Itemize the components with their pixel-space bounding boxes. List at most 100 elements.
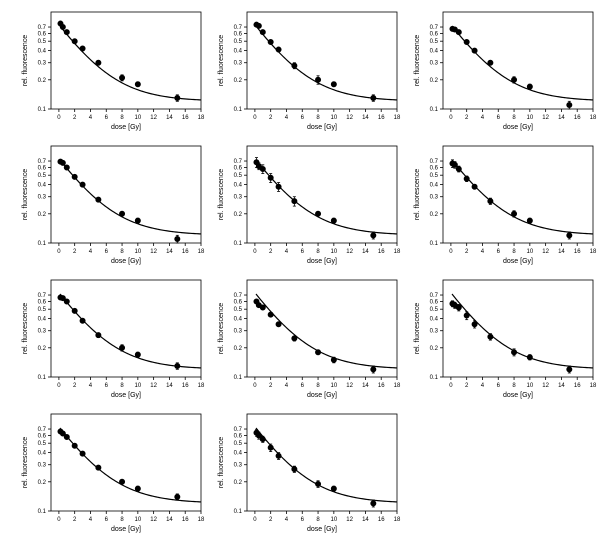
x-axis-label: dose [Gy] [111,526,141,533]
y-tick-label: 0.7 [234,293,243,299]
data-point [175,363,180,368]
y-tick-label: 0.4 [38,317,47,323]
x-tick-label: 0 [253,115,257,121]
y-tick-label: 0.4 [234,451,243,457]
y-axis-label: rel. fluorescence [218,35,225,86]
plot-frame [247,280,397,377]
y-tick-label: 0.4 [430,49,439,55]
data-point [175,494,180,499]
y-axis-label: rel. fluorescence [22,437,29,488]
x-tick-label: 16 [574,115,581,121]
x-tick-label: 0 [253,249,257,255]
data-point [276,184,281,189]
y-tick-label: 0.3 [430,61,439,67]
y-tick-label: 0.6 [234,166,243,172]
data-point [72,308,77,313]
y-tick-label: 0.1 [430,241,439,247]
data-point [96,60,101,65]
x-tick-label: 2 [465,249,469,255]
data-point [316,481,321,486]
chart-panel: 0246810121416180.10.20.30.40.50.60.7dose… [212,4,402,134]
x-axis-label: dose [Gy] [111,258,141,265]
x-tick-label: 0 [253,517,257,523]
x-tick-label: 14 [362,517,369,523]
data-point [371,95,376,100]
y-tick-label: 0.7 [38,293,47,299]
y-tick-label: 0.5 [234,441,243,447]
data-point [135,486,140,491]
data-point [512,77,517,82]
y-tick-label: 0.3 [38,463,47,469]
x-tick-label: 8 [120,115,124,121]
data-point [260,166,265,171]
x-tick-label: 2 [269,115,273,121]
y-axis-label: rel. fluorescence [218,169,225,220]
x-tick-label: 4 [285,249,289,255]
plot-frame [247,146,397,243]
x-axis-label: dose [Gy] [307,124,337,131]
data-point [316,77,321,82]
data-point [371,501,376,506]
data-point [260,305,265,310]
y-tick-label: 0.6 [38,300,47,306]
y-tick-label: 0.2 [38,480,47,486]
data-point [135,352,140,357]
panel-r1-c0: 0246810121416180.10.20.30.40.50.60.7dose… [16,138,206,268]
x-tick-label: 6 [105,383,109,389]
x-tick-label: 0 [57,517,61,523]
data-point [527,84,532,89]
data-point [276,453,281,458]
fit-curve [60,26,201,100]
panel-r1-c2: 0246810121416180.10.20.30.40.50.60.7dose… [408,138,598,268]
x-tick-label: 14 [558,115,565,121]
data-point [175,236,180,241]
y-tick-label: 0.1 [38,107,47,113]
x-tick-label: 12 [150,249,157,255]
y-axis-label: rel. fluorescence [22,169,29,220]
x-tick-label: 16 [378,249,385,255]
x-tick-label: 8 [316,249,320,255]
chart-panel: 0246810121416180.10.20.30.40.50.60.7dose… [408,138,598,268]
data-point [64,299,69,304]
y-tick-label: 0.7 [234,427,243,433]
fit-curve [60,160,201,234]
data-point [456,305,461,310]
data-point [135,82,140,87]
y-tick-label: 0.5 [234,39,243,45]
x-axis-label: dose [Gy] [307,258,337,265]
data-point [120,211,125,216]
data-point [268,175,273,180]
x-axis-label: dose [Gy] [111,392,141,399]
x-tick-label: 10 [330,115,337,121]
data-point [456,30,461,35]
x-tick-label: 6 [301,249,305,255]
x-tick-label: 14 [362,383,369,389]
y-tick-label: 0.1 [38,375,47,381]
x-tick-label: 0 [449,115,453,121]
y-tick-label: 0.2 [38,212,47,218]
x-tick-label: 6 [497,115,501,121]
x-tick-label: 2 [269,517,273,523]
data-point [331,82,336,87]
data-point [292,199,297,204]
x-tick-label: 6 [301,517,305,523]
x-tick-label: 4 [89,115,93,121]
x-tick-label: 0 [253,383,257,389]
data-point [80,318,85,323]
panel-r1-c1: 0246810121416180.10.20.30.40.50.60.7dose… [212,138,402,268]
x-tick-label: 2 [465,115,469,121]
y-tick-label: 0.5 [430,307,439,313]
x-tick-label: 2 [73,115,77,121]
data-point [472,184,477,189]
x-tick-label: 18 [394,383,401,389]
data-point [472,322,477,327]
panel-r3-c1: 0246810121416180.10.20.30.40.50.60.7dose… [212,406,402,536]
data-point [331,218,336,223]
x-tick-label: 10 [330,249,337,255]
y-tick-label: 0.2 [430,212,439,218]
panel-r0-c0: 0246810121416180.10.20.30.40.50.60.7dose… [16,4,206,134]
data-point [268,40,273,45]
data-point [64,434,69,439]
panel-r0-c1: 0246810121416180.10.20.30.40.50.60.7dose… [212,4,402,134]
x-tick-label: 16 [182,517,189,523]
